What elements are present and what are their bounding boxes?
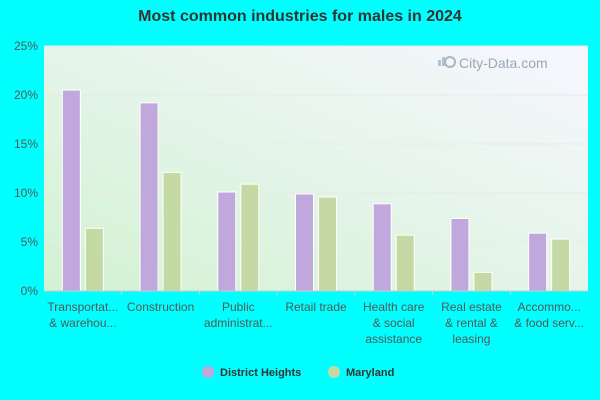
x-tick-label: Transportat... [47, 300, 118, 314]
x-tick-label: & social [373, 316, 415, 330]
x-tick-label: & food serv... [514, 316, 584, 330]
bar-district-heights[interactable] [450, 217, 470, 292]
watermark-bar [438, 60, 441, 66]
magnifier-chart-icon [444, 56, 456, 68]
x-tick-label: Public [222, 300, 255, 314]
bar-maryland[interactable] [162, 171, 182, 292]
bar-district-heights[interactable] [61, 89, 81, 292]
y-tick-label: 10% [14, 186, 38, 200]
x-tick-label: & warehou... [49, 316, 116, 330]
bar-maryland[interactable] [84, 227, 104, 292]
x-tick-label: Real estate [441, 300, 502, 314]
y-tick-label: 5% [21, 235, 39, 249]
legend-label: District Heights [220, 367, 301, 379]
x-tick-label: & rental & [445, 316, 498, 330]
plot-area [44, 46, 588, 291]
x-tick-label: assistance [365, 332, 422, 346]
y-tick-label: 25% [14, 39, 38, 53]
x-tick-label: leasing [452, 332, 490, 346]
legend-label: Maryland [346, 367, 394, 379]
bar-district-heights[interactable] [295, 193, 314, 292]
bar-maryland[interactable] [395, 234, 415, 292]
bar-maryland[interactable] [318, 196, 337, 292]
bar-maryland[interactable] [473, 271, 493, 292]
bar-maryland[interactable] [240, 183, 260, 292]
chart-title: Most common industries for males in 2024 [138, 8, 462, 25]
watermark-bar [442, 57, 445, 66]
x-tick-label: Accommo... [517, 300, 580, 314]
bar-district-heights[interactable] [372, 203, 392, 292]
y-tick-label: 15% [14, 137, 38, 151]
watermark-text: City-Data.com [459, 55, 548, 71]
x-tick-label: Retail trade [285, 300, 347, 314]
bar-district-heights[interactable] [528, 232, 548, 292]
legend-swatch [202, 366, 214, 378]
x-tick-label: administrat... [204, 316, 273, 330]
y-tick-label: 0% [21, 284, 39, 298]
x-tick-label: Construction [127, 300, 194, 314]
bar-district-heights[interactable] [217, 191, 237, 292]
y-tick-label: 20% [14, 88, 38, 102]
legend-swatch [328, 366, 340, 378]
bar-maryland[interactable] [551, 238, 571, 292]
x-tick-label: Health care [363, 300, 425, 314]
bar-district-heights[interactable] [139, 102, 159, 292]
